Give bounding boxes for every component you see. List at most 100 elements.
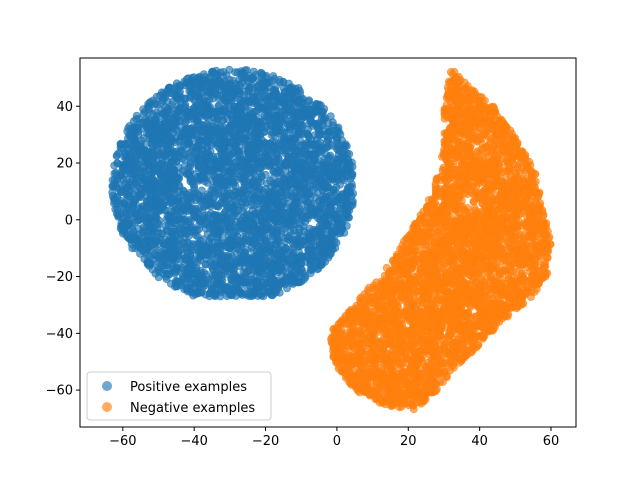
scatter-point [233, 147, 242, 156]
scatter-point [186, 174, 195, 183]
scatter-point [194, 162, 203, 171]
scatter-point [262, 71, 271, 80]
scatter-point [281, 159, 290, 168]
scatter-point [320, 257, 329, 266]
scatter-point [195, 83, 204, 92]
scatter-point [180, 244, 189, 253]
scatter-point [269, 85, 278, 94]
scatter-point [261, 139, 270, 148]
scatter-point [295, 224, 304, 233]
scatter-point [224, 262, 233, 271]
scatter-point [237, 222, 246, 231]
scatter-point [121, 154, 130, 163]
scatter-point [203, 120, 212, 129]
scatter-point [159, 89, 168, 98]
scatter-point [291, 201, 300, 210]
scatter-point [123, 182, 132, 191]
scatter-point [319, 186, 328, 195]
scatter-point [162, 225, 171, 234]
scatter-point [330, 197, 339, 206]
scatter-point [234, 245, 243, 254]
scatter-point [163, 211, 172, 220]
scatter-point [223, 155, 232, 164]
scatter-point [308, 162, 317, 171]
scatter-point [145, 223, 154, 232]
scatter-point [258, 216, 267, 225]
scatter-point [219, 213, 228, 222]
scatter-point [303, 189, 312, 198]
scatter-point [167, 245, 176, 254]
scatter-point [310, 172, 319, 181]
scatter-point [201, 290, 210, 299]
scatter-point [220, 199, 229, 208]
scatter-point [257, 173, 266, 182]
scatter-point [132, 209, 141, 218]
scatter-point [279, 197, 288, 206]
scatter-point [226, 224, 235, 233]
scatter-point [197, 154, 206, 163]
scatter-point [289, 87, 298, 96]
scatter-point [273, 235, 282, 244]
scatter-point [338, 150, 347, 159]
scatter-point [303, 112, 312, 121]
scatter-point [225, 287, 234, 296]
scatter-point [160, 174, 169, 183]
scatter-point [182, 256, 191, 265]
scatter-point [123, 192, 132, 201]
scatter-point [333, 124, 342, 133]
scatter-point [267, 160, 276, 169]
scatter-point [297, 123, 306, 132]
scatter-point [227, 216, 236, 225]
scatter-point [251, 183, 260, 192]
scatter-point [313, 122, 322, 131]
scatter-point [217, 255, 226, 264]
scatter-point [228, 169, 237, 178]
scatter-point [197, 217, 206, 226]
scatter-point [160, 240, 169, 249]
scatter-point [298, 103, 307, 112]
scatter-point [125, 122, 134, 131]
scatter-point [267, 290, 276, 299]
scatter-point [143, 158, 152, 167]
scatter-point [249, 265, 258, 274]
scatter-point [341, 141, 350, 150]
scatter-point [191, 279, 200, 288]
scatter-point [240, 91, 249, 100]
scatter-point [299, 94, 308, 103]
scatter-point [194, 76, 203, 85]
scatter-point [292, 191, 301, 200]
scatter-point [115, 199, 124, 208]
scatter-point [137, 118, 146, 127]
scatter-point [187, 76, 196, 85]
scatter-point [200, 242, 209, 251]
scatter-point [112, 183, 121, 192]
scatter-point [215, 226, 224, 235]
scatter-point [344, 164, 353, 173]
scatter-point [227, 205, 236, 214]
scatter-point [210, 219, 219, 228]
scatter-point [307, 264, 316, 273]
scatter-point [151, 163, 160, 172]
scatter-point [301, 208, 310, 217]
scatter-point [148, 109, 157, 118]
scatter-point [158, 147, 167, 156]
scatter-point [128, 200, 137, 209]
scatter-point [219, 94, 228, 103]
scatter-point [140, 107, 149, 116]
scatter-point [214, 275, 223, 284]
scatter-point [248, 163, 257, 172]
scatter-point [322, 150, 331, 159]
scatter-point [323, 234, 332, 243]
scatter-point [242, 158, 251, 167]
scatter-point [196, 136, 205, 145]
scatter-point [241, 186, 250, 195]
scatter-point [165, 83, 174, 92]
scatter-point [257, 158, 266, 167]
scatter-point [285, 235, 294, 244]
scatter-point [277, 242, 286, 251]
scatter-point [245, 106, 254, 115]
scatter-point [207, 284, 216, 293]
scatter-point [340, 176, 349, 185]
scatter-point [261, 184, 270, 193]
